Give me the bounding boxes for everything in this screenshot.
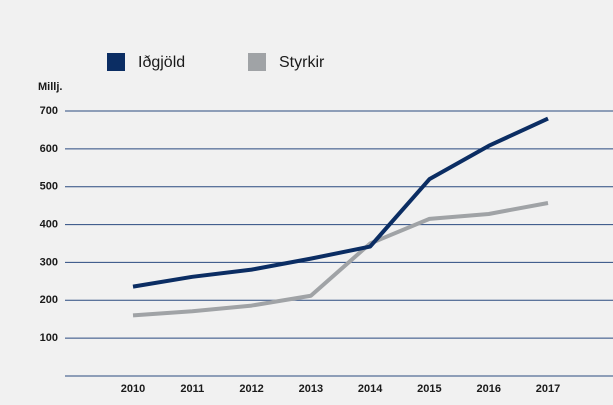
x-tick-label: 2015	[417, 383, 441, 395]
x-tick-label: 2017	[536, 383, 560, 395]
y-tick-label: 700	[40, 105, 58, 117]
y-axis-label: Millj.	[38, 81, 62, 93]
legend-swatch	[248, 53, 266, 71]
y-tick-label: 100	[40, 332, 58, 344]
x-tick-label: 2012	[239, 383, 263, 395]
legend-label: Styrkir	[279, 54, 325, 71]
x-tick-label: 2013	[299, 383, 323, 395]
legend-label: Iðgjöld	[138, 54, 185, 71]
x-tick-label: 2010	[121, 383, 145, 395]
legend-swatch	[107, 53, 125, 71]
line	[132, 116, 549, 289]
line	[132, 201, 549, 318]
x-tick-label: 2011	[180, 383, 204, 395]
x-tick-label: 2016	[476, 383, 500, 395]
y-tick-label: 500	[40, 181, 58, 193]
y-tick-label: 300	[40, 256, 58, 268]
y-tick-label: 200	[40, 294, 58, 306]
y-tick-label: 600	[40, 143, 58, 155]
y-tick-label: 400	[40, 218, 58, 230]
x-tick-label: 2014	[358, 383, 383, 395]
